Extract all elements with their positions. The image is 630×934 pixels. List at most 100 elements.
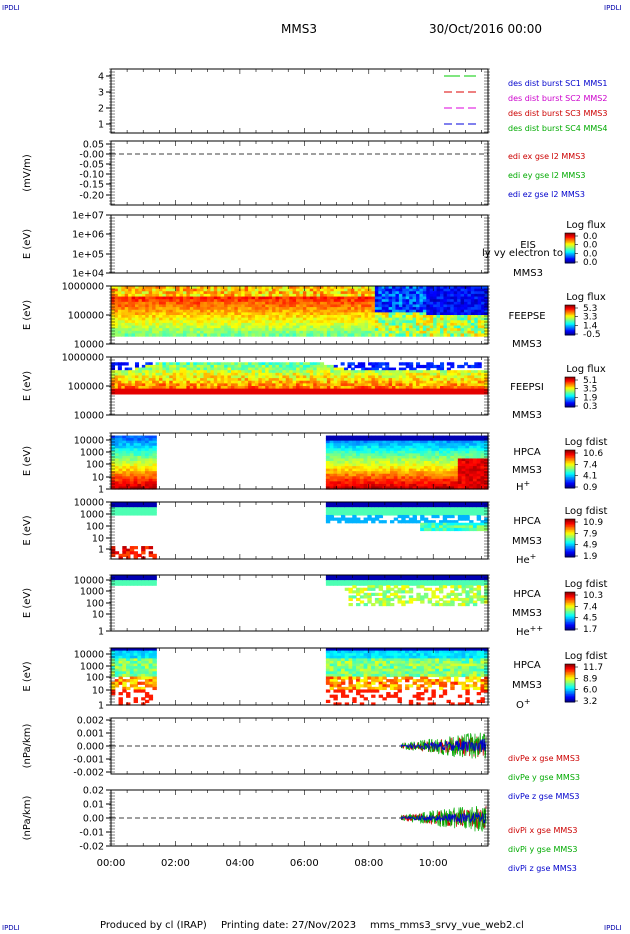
feepse-colorbar-tick-label: 3.3: [583, 313, 597, 323]
hpca_hepp-colorbar-tick-label: 7.4: [583, 602, 598, 612]
hpca_o-colorbar-cell: [565, 689, 575, 692]
hpca_hepp-colorbar-cell: [565, 592, 575, 595]
divpi-ytick-label: -0.01: [79, 828, 104, 839]
hpca_h-colorbar-cell: [565, 454, 575, 457]
edi-ytick-label: -0.05: [79, 160, 104, 171]
feepse-colorbar-cell: [565, 326, 575, 328]
eis-colorbar-cell: [565, 246, 575, 249]
hpca_hepp-colorbar-cell: [565, 606, 575, 609]
hpca_o-species-label: O+: [516, 697, 531, 711]
hpca_o-colorbar-cell: [565, 681, 575, 684]
eis-ytick-label: 1e+07: [72, 211, 104, 222]
divpi-z-trace: [400, 812, 487, 824]
hpca_he-frame: [110, 501, 489, 560]
eis-colorbar-cell: [565, 256, 575, 259]
hpca_he-ylabel: E (eV): [22, 515, 33, 545]
feepsi-colorbar-tick-label: 5.1: [583, 376, 597, 386]
feepse-colorbar-cell: [565, 320, 575, 322]
hpca_o-ylabel: E (eV): [22, 661, 33, 691]
hpca_h-colorbar-cell: [565, 459, 575, 462]
feepse-colorbar-cell: [565, 325, 575, 327]
feepsi-ylabel: E (eV): [22, 371, 33, 401]
eis-colorbar-cell: [565, 261, 575, 264]
hpca_hepp-colorbar-cell: [565, 628, 575, 631]
eis-colorbar-cell: [565, 254, 575, 256]
eis-frame: [110, 214, 489, 274]
hpca_hepp-ytick-label: 10000: [74, 576, 104, 587]
hpca_h-colorbar-cell: [565, 472, 575, 475]
hpca_he-colorbar-cell: [565, 542, 575, 545]
feepse-colorbar-cell: [565, 322, 575, 325]
edi-ytick-label: -0.20: [79, 191, 104, 202]
time-tick-label: 00:00: [97, 858, 126, 869]
hpca_h-colorbar-cell: [565, 486, 575, 489]
feepsi-colorbar-tick-label: 0.3: [583, 402, 597, 412]
hpca_hepp-ytick-label: 100: [86, 599, 104, 610]
hpca_h-colorbar-cell: [565, 473, 575, 476]
hpca_hepp-colorbar-title: Log fdist: [565, 579, 608, 590]
feepsi-colorbar-cell: [565, 400, 575, 403]
hpca_h-colorbar-frame: [564, 449, 576, 489]
hpca_he-colorbar-cell: [565, 525, 575, 528]
feepsi-ytick-label: 100000: [68, 382, 104, 393]
hpca_hepp-colorbar-cell: [565, 612, 575, 615]
hpca_o-colorbar-cell: [565, 683, 575, 686]
hpca_h-colorbar-cell: [565, 461, 575, 464]
hpca_h-colorbar-cell: [565, 451, 575, 454]
hpca_o-colorbar-cell: [565, 665, 575, 668]
eis-colorbar-cell: [565, 249, 575, 251]
hpca_hepp-colorbar-cell: [565, 599, 575, 602]
hpca_o-colorbar-cell: [565, 673, 575, 676]
hpca_hepp-colorbar-cell: [565, 614, 575, 617]
hpca_o-colorbar-frame: [564, 663, 576, 703]
eis-ylabel: E (eV): [22, 229, 33, 259]
footer-produced-by: Produced by cl (IRAP): [100, 920, 207, 931]
hpca_o-colorbar-cell: [565, 679, 575, 682]
hpca_he-colorbar-cell: [565, 519, 575, 522]
hpca_o-colorbar-cell: [565, 675, 575, 678]
eis-colorbar-tick-label: 0.0: [583, 258, 598, 268]
burst-legend-entry: des dist burst SC1 MMS1: [508, 79, 607, 88]
hpca_he-spacecraft-label: MMS3: [512, 536, 542, 547]
hpca_o-colorbar-tick-label: 8.9: [583, 674, 598, 684]
hpca_he-colorbar-frame: [564, 518, 576, 558]
feepsi-colorbar-tick-label: 1.9: [583, 393, 598, 403]
hpca_he-ytick-label: 10: [92, 534, 104, 545]
feepse-instrument-label: FEEPSE: [508, 311, 545, 322]
edi-frame: [110, 140, 489, 206]
hpca_hepp-colorbar-cell: [565, 604, 575, 607]
eis-colorbar-cell: [565, 240, 575, 243]
hpca_h-colorbar-cell: [565, 456, 575, 459]
hpca_o-instrument-label: HPCA: [513, 660, 541, 671]
hpca_hepp-ytick-label: 1: [98, 627, 104, 638]
hpca_h-ytick-label: 10000: [74, 436, 104, 447]
feepsi-colorbar-cell: [565, 405, 575, 408]
eis-colorbar-cell: [565, 248, 575, 250]
hpca_h-instrument-label: HPCA: [513, 447, 541, 458]
hpca_h-colorbar-cell: [565, 481, 575, 484]
eis-spacecraft-label: MMS3: [513, 268, 543, 279]
hpca_o-colorbar-cell: [565, 678, 575, 681]
feepse-colorbar-cell: [565, 333, 575, 336]
feepsi-spacecraft-label: MMS3: [512, 410, 542, 421]
eis-colorbar-tick-label: 0.0: [583, 249, 598, 259]
hpca_hepp-colorbar-tick-label: 4.5: [583, 614, 597, 624]
eis-colorbar-title: Log flux: [566, 220, 606, 231]
edi-legend-entry: edi ey gse l2 MMS3: [508, 171, 586, 180]
corner-label-bottom-left: IPDLI: [2, 924, 20, 932]
divpe-legend-entry: divPe x gse MMS3: [508, 754, 580, 763]
hpca_o-ytick-label: 100: [86, 673, 104, 684]
hpca_hepp-colorbar-cell: [565, 625, 575, 628]
hpca_he-colorbar-tick-label: 7.9: [583, 529, 598, 539]
hpca_he-colorbar-cell: [565, 545, 575, 548]
eis-colorbar-cell: [565, 238, 575, 240]
divpi-ytick-label: 0.02: [83, 786, 104, 797]
divpe-ytick-label: 0.000: [77, 742, 104, 753]
hpca_hepp-colorbar-cell: [565, 615, 575, 618]
feepse-colorbar-tick-label: 5.3: [583, 304, 597, 314]
hpca_o-ytick-label: 1: [98, 701, 104, 712]
divpi-ytick-label: 0.00: [83, 814, 104, 825]
feepsi-colorbar-cell: [565, 402, 575, 404]
feepse-colorbar-cell: [565, 332, 575, 335]
time-tick-label: 08:00: [354, 858, 383, 869]
